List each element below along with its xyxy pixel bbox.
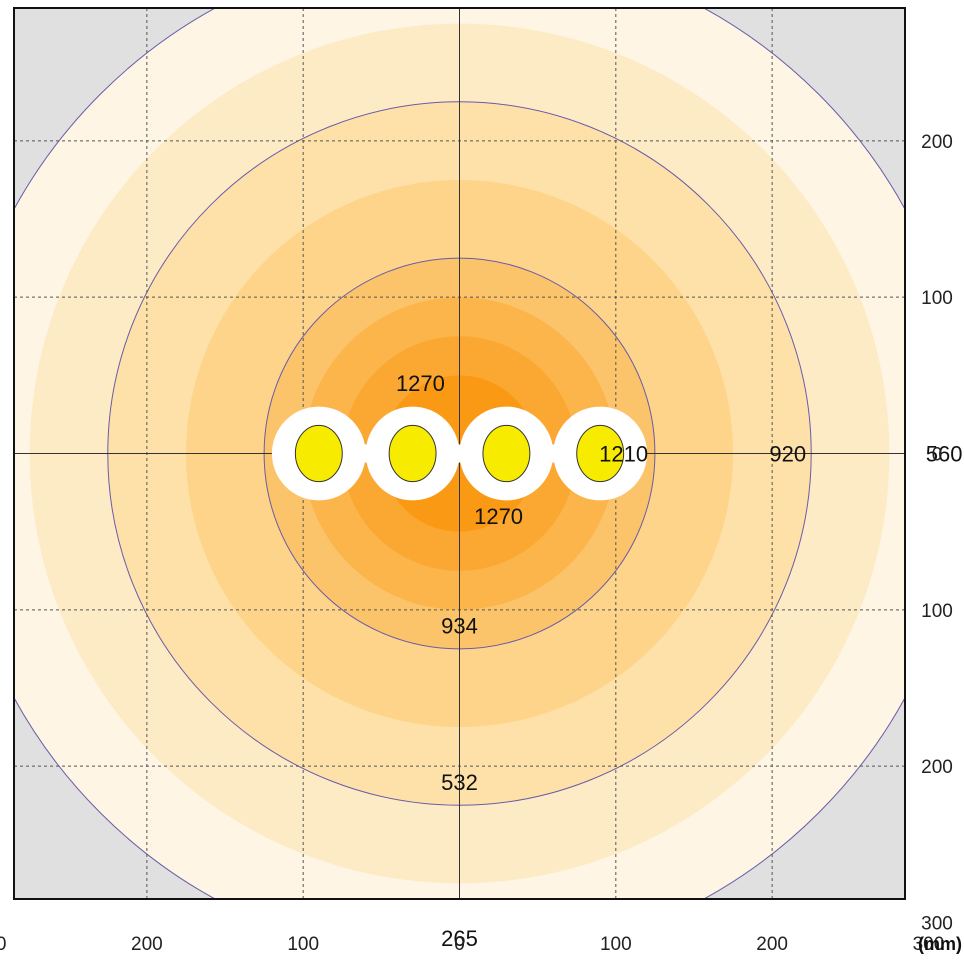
lamp-1 — [294, 424, 343, 483]
contour-label-7: 532 — [441, 770, 478, 795]
contour-label-5: 1270 — [474, 504, 523, 529]
contour-label-4: 560 — [926, 442, 963, 467]
x-tick-label-4: 0 — [454, 934, 465, 955]
y-tick-label-7: 300 — [921, 913, 953, 934]
x-tick-label-3: 100 — [287, 934, 319, 955]
y-tick-label-6: 200 — [921, 757, 953, 778]
y-tick-label-5: 100 — [921, 601, 953, 622]
lamp-4 — [576, 424, 625, 483]
x-tick-labels: 300 200 100 0 100 200 300 — [0, 934, 944, 955]
contour-label-6: 934 — [441, 613, 478, 638]
lamp-2 — [388, 424, 437, 483]
x-tick-label-7: 300 — [913, 934, 945, 955]
lamp-3 — [482, 424, 531, 483]
lamp-array — [271, 406, 648, 501]
y-tick-label-3: 100 — [921, 288, 953, 309]
x-tick-label-5: 100 — [600, 934, 632, 955]
contour-label-1: 1270 — [396, 371, 445, 396]
contour-labels: 1270 1210 920 560 1270 934 532 265 — [396, 371, 962, 951]
plot-frame — [13, 7, 906, 900]
y-tick-label-2: 200 — [921, 132, 953, 153]
x-tick-label-1: 300 — [0, 934, 6, 955]
unit-label: (mm) — [918, 934, 962, 954]
contour-label-8: 265 — [441, 926, 478, 951]
y-tick-label-4: 0 — [932, 445, 943, 466]
contour-label-2: 1210 — [599, 442, 648, 467]
contour-label-3: 920 — [769, 442, 806, 467]
x-tick-label-6: 200 — [756, 934, 788, 955]
x-tick-label-2: 200 — [131, 934, 163, 955]
lamp-housing-bar — [318, 444, 601, 463]
